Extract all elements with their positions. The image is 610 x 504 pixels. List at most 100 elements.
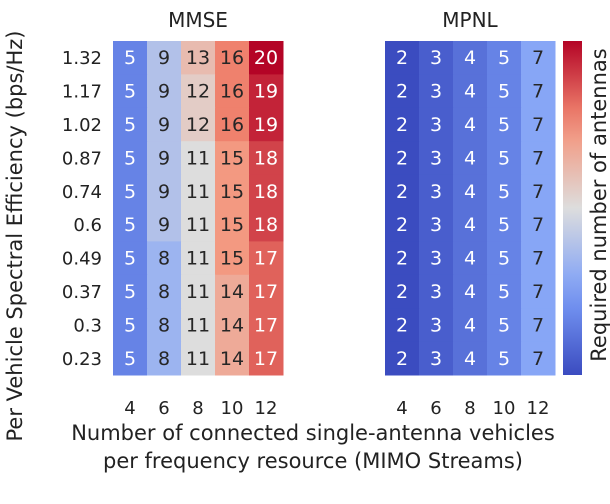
- cell-value-label: 4: [464, 181, 476, 203]
- heatmap-cell: [113, 341, 148, 376]
- heatmap-cell: [487, 341, 522, 376]
- cell-value-label: 3: [430, 47, 442, 69]
- heatmap-cell: [453, 141, 488, 176]
- heatmap-cell: [113, 274, 148, 309]
- heatmap-cell: [249, 208, 284, 242]
- cell-value-label: 2: [396, 314, 408, 336]
- cell-value-label: 14: [220, 281, 244, 303]
- cell-value-label: 18: [254, 147, 278, 169]
- heatmap-cell: [385, 174, 420, 209]
- heatmap-cell: [113, 141, 148, 176]
- cell-value-label: 3: [430, 81, 442, 103]
- heatmap-cell: [521, 107, 556, 142]
- y-tick-label: 0.87: [62, 148, 102, 169]
- x-tick-label: 6: [158, 398, 169, 419]
- heatmap-cell: [453, 107, 488, 142]
- heatmap-cell: [215, 41, 250, 75]
- heatmap-cell: [181, 174, 216, 209]
- x-axis-label-line2: per frequency resource (MIMO Streams): [103, 449, 523, 473]
- heatmap-cell: [249, 241, 284, 276]
- heatmap-cell: [487, 74, 522, 109]
- heatmap-cell: [385, 241, 420, 276]
- cell-value-label: 5: [124, 47, 136, 69]
- heatmap-cell: [419, 208, 454, 242]
- heatmap-cell: [113, 174, 148, 209]
- cell-value-label: 11: [186, 348, 210, 370]
- cell-value-label: 11: [186, 214, 210, 236]
- heatmap-cell: [215, 74, 250, 109]
- heatmap-cell: [147, 341, 182, 376]
- heatmap-cell: [385, 341, 420, 376]
- cell-value-label: 2: [396, 181, 408, 203]
- cell-value-label: 5: [124, 348, 136, 370]
- cell-value-label: 2: [396, 281, 408, 303]
- heatmap-cell: [487, 107, 522, 142]
- cell-value-label: 5: [124, 181, 136, 203]
- cell-value-label: 2: [396, 47, 408, 69]
- heatmap-cell: [419, 274, 454, 309]
- cell-value-label: 7: [532, 214, 544, 236]
- heatmap-cell: [521, 274, 556, 309]
- cell-value-label: 5: [124, 248, 136, 270]
- heatmap-cell: [487, 274, 522, 309]
- cell-value-label: 5: [498, 81, 510, 103]
- cell-value-label: 3: [430, 314, 442, 336]
- heatmap-cell: [521, 174, 556, 209]
- y-tick-labels: 1.32 1.17 1.02 0.87 0.74 0.6 0.49 0.37 0.3 0.23: [62, 48, 102, 370]
- x-tick-label: 4: [124, 398, 135, 419]
- heatmap-cell: [453, 241, 488, 276]
- heatmap-cell: [181, 208, 216, 242]
- cell-value-label: 8: [158, 314, 170, 336]
- cell-value-label: 5: [498, 248, 510, 270]
- heatmap-cell: [147, 174, 182, 209]
- y-tick-label: 0.49: [62, 249, 102, 270]
- cell-value-label: 9: [158, 181, 170, 203]
- cell-value-label: 2: [396, 81, 408, 103]
- cell-value-label: 5: [124, 314, 136, 336]
- colorbar: [563, 41, 582, 375]
- cell-value-label: 7: [532, 47, 544, 69]
- heatmap-cell: [487, 241, 522, 276]
- heatmap-cell: [215, 341, 250, 376]
- x-tick-label: 10: [221, 398, 244, 419]
- heatmap-cell: [147, 107, 182, 142]
- heatmap-cell: [453, 74, 488, 109]
- heatmap-cell: [181, 341, 216, 376]
- cell-value-label: 4: [464, 47, 476, 69]
- cell-value-label: 11: [186, 314, 210, 336]
- cell-value-label: 4: [464, 314, 476, 336]
- heatmap-cell: [113, 308, 148, 343]
- heatmap-cell: [249, 74, 284, 109]
- cell-value-label: 14: [220, 348, 244, 370]
- cell-value-label: 11: [186, 281, 210, 303]
- cell-value-label: 15: [220, 248, 244, 270]
- heatmap-cell: [215, 241, 250, 276]
- heatmap-cell: [385, 41, 420, 75]
- panel-title: MMSE: [168, 8, 228, 32]
- y-tick-label: 0.3: [73, 315, 102, 336]
- cell-value-label: 2: [396, 114, 408, 136]
- cell-value-label: 5: [124, 147, 136, 169]
- cell-value-label: 19: [254, 114, 278, 136]
- y-tick-label: 1.17: [62, 82, 102, 103]
- cell-value-label: 7: [532, 147, 544, 169]
- cell-value-label: 7: [532, 114, 544, 136]
- x-tick-label: 10: [493, 398, 516, 419]
- panel-title: MPNL: [442, 8, 498, 32]
- cell-value-label: 3: [430, 281, 442, 303]
- cell-value-label: 15: [220, 214, 244, 236]
- heatmap-cell: [453, 174, 488, 209]
- cell-value-label: 5: [498, 348, 510, 370]
- heatmap-cell: [521, 41, 556, 75]
- cell-value-label: 7: [532, 81, 544, 103]
- cell-value-label: 3: [430, 348, 442, 370]
- y-tick-label: 0.74: [62, 182, 102, 203]
- heatmap-cell: [521, 341, 556, 376]
- heatmap-cell: [487, 174, 522, 209]
- y-axis-label: Per Vehicle Spectral Efficiency (bps/Hz): [3, 31, 27, 442]
- cell-value-label: 4: [464, 214, 476, 236]
- heatmap-cell: [147, 141, 182, 176]
- y-tick-label: 0.23: [62, 349, 102, 370]
- cell-value-label: 8: [158, 248, 170, 270]
